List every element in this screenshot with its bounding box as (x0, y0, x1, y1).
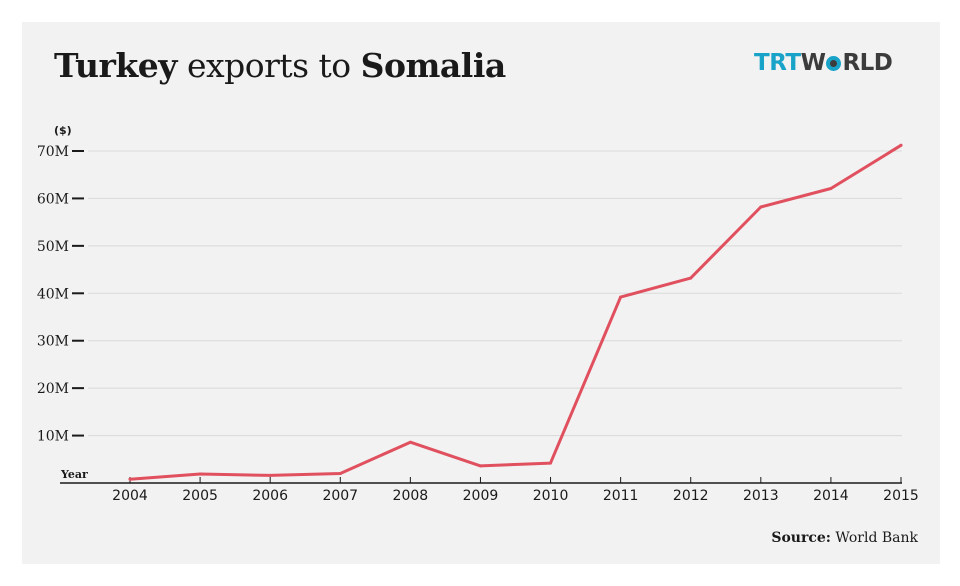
data-point (268, 473, 272, 477)
logo-trt: TRT (754, 50, 801, 76)
logo-o-icon (826, 55, 842, 71)
x-tick-label: 2008 (393, 488, 429, 504)
x-tick-label: 2006 (252, 488, 288, 504)
logo-world: W RLD (801, 50, 893, 76)
x-tick-label: 2004 (112, 488, 148, 504)
x-tick-label: 2015 (883, 488, 919, 504)
x-tick-label: 2011 (603, 488, 639, 504)
chart-title: Turkey exports to Somalia (54, 46, 506, 85)
series-line (128, 143, 903, 481)
source-value: World Bank (830, 530, 918, 546)
y-tick-label: 10M (37, 429, 69, 445)
data-point (759, 205, 763, 209)
source-note: Source: World Bank (771, 530, 918, 546)
x-tick-label: 2010 (533, 488, 569, 504)
data-point (408, 440, 412, 444)
x-tick-label: 2012 (673, 488, 709, 504)
y-tick-label: 60M (37, 191, 69, 207)
data-point (338, 472, 342, 476)
x-tick-label: 2009 (463, 488, 499, 504)
data-point (689, 276, 693, 280)
data-point (899, 143, 903, 147)
y-tick-label: 40M (37, 286, 69, 302)
y-tick-label: 20M (37, 381, 69, 397)
data-point (128, 477, 132, 481)
logo-w: W (800, 50, 826, 76)
title-country-from: Turkey (54, 46, 177, 85)
x-tick-label: 2013 (743, 488, 779, 504)
data-point (829, 186, 833, 190)
source-label: Source: (771, 530, 831, 546)
data-point (478, 464, 482, 468)
data-point (619, 295, 623, 299)
title-country-to: Somalia (360, 46, 507, 85)
x-tick-label: 2014 (813, 488, 849, 504)
x-axis-label: Year (60, 468, 88, 481)
y-tick-label: 70M (37, 144, 69, 160)
logo-rld: RLD (842, 50, 893, 76)
y-axis-unit-label: ($) (54, 124, 72, 137)
y-tick-label: 30M (37, 334, 69, 350)
x-tick-label: 2005 (182, 488, 218, 504)
title-middle: exports to (176, 46, 361, 85)
x-tick-label: 2007 (322, 488, 358, 504)
data-point (198, 472, 202, 476)
y-tick-label: 50M (37, 239, 69, 255)
trt-world-logo: TRT W RLD (754, 50, 893, 76)
data-point (549, 461, 553, 465)
